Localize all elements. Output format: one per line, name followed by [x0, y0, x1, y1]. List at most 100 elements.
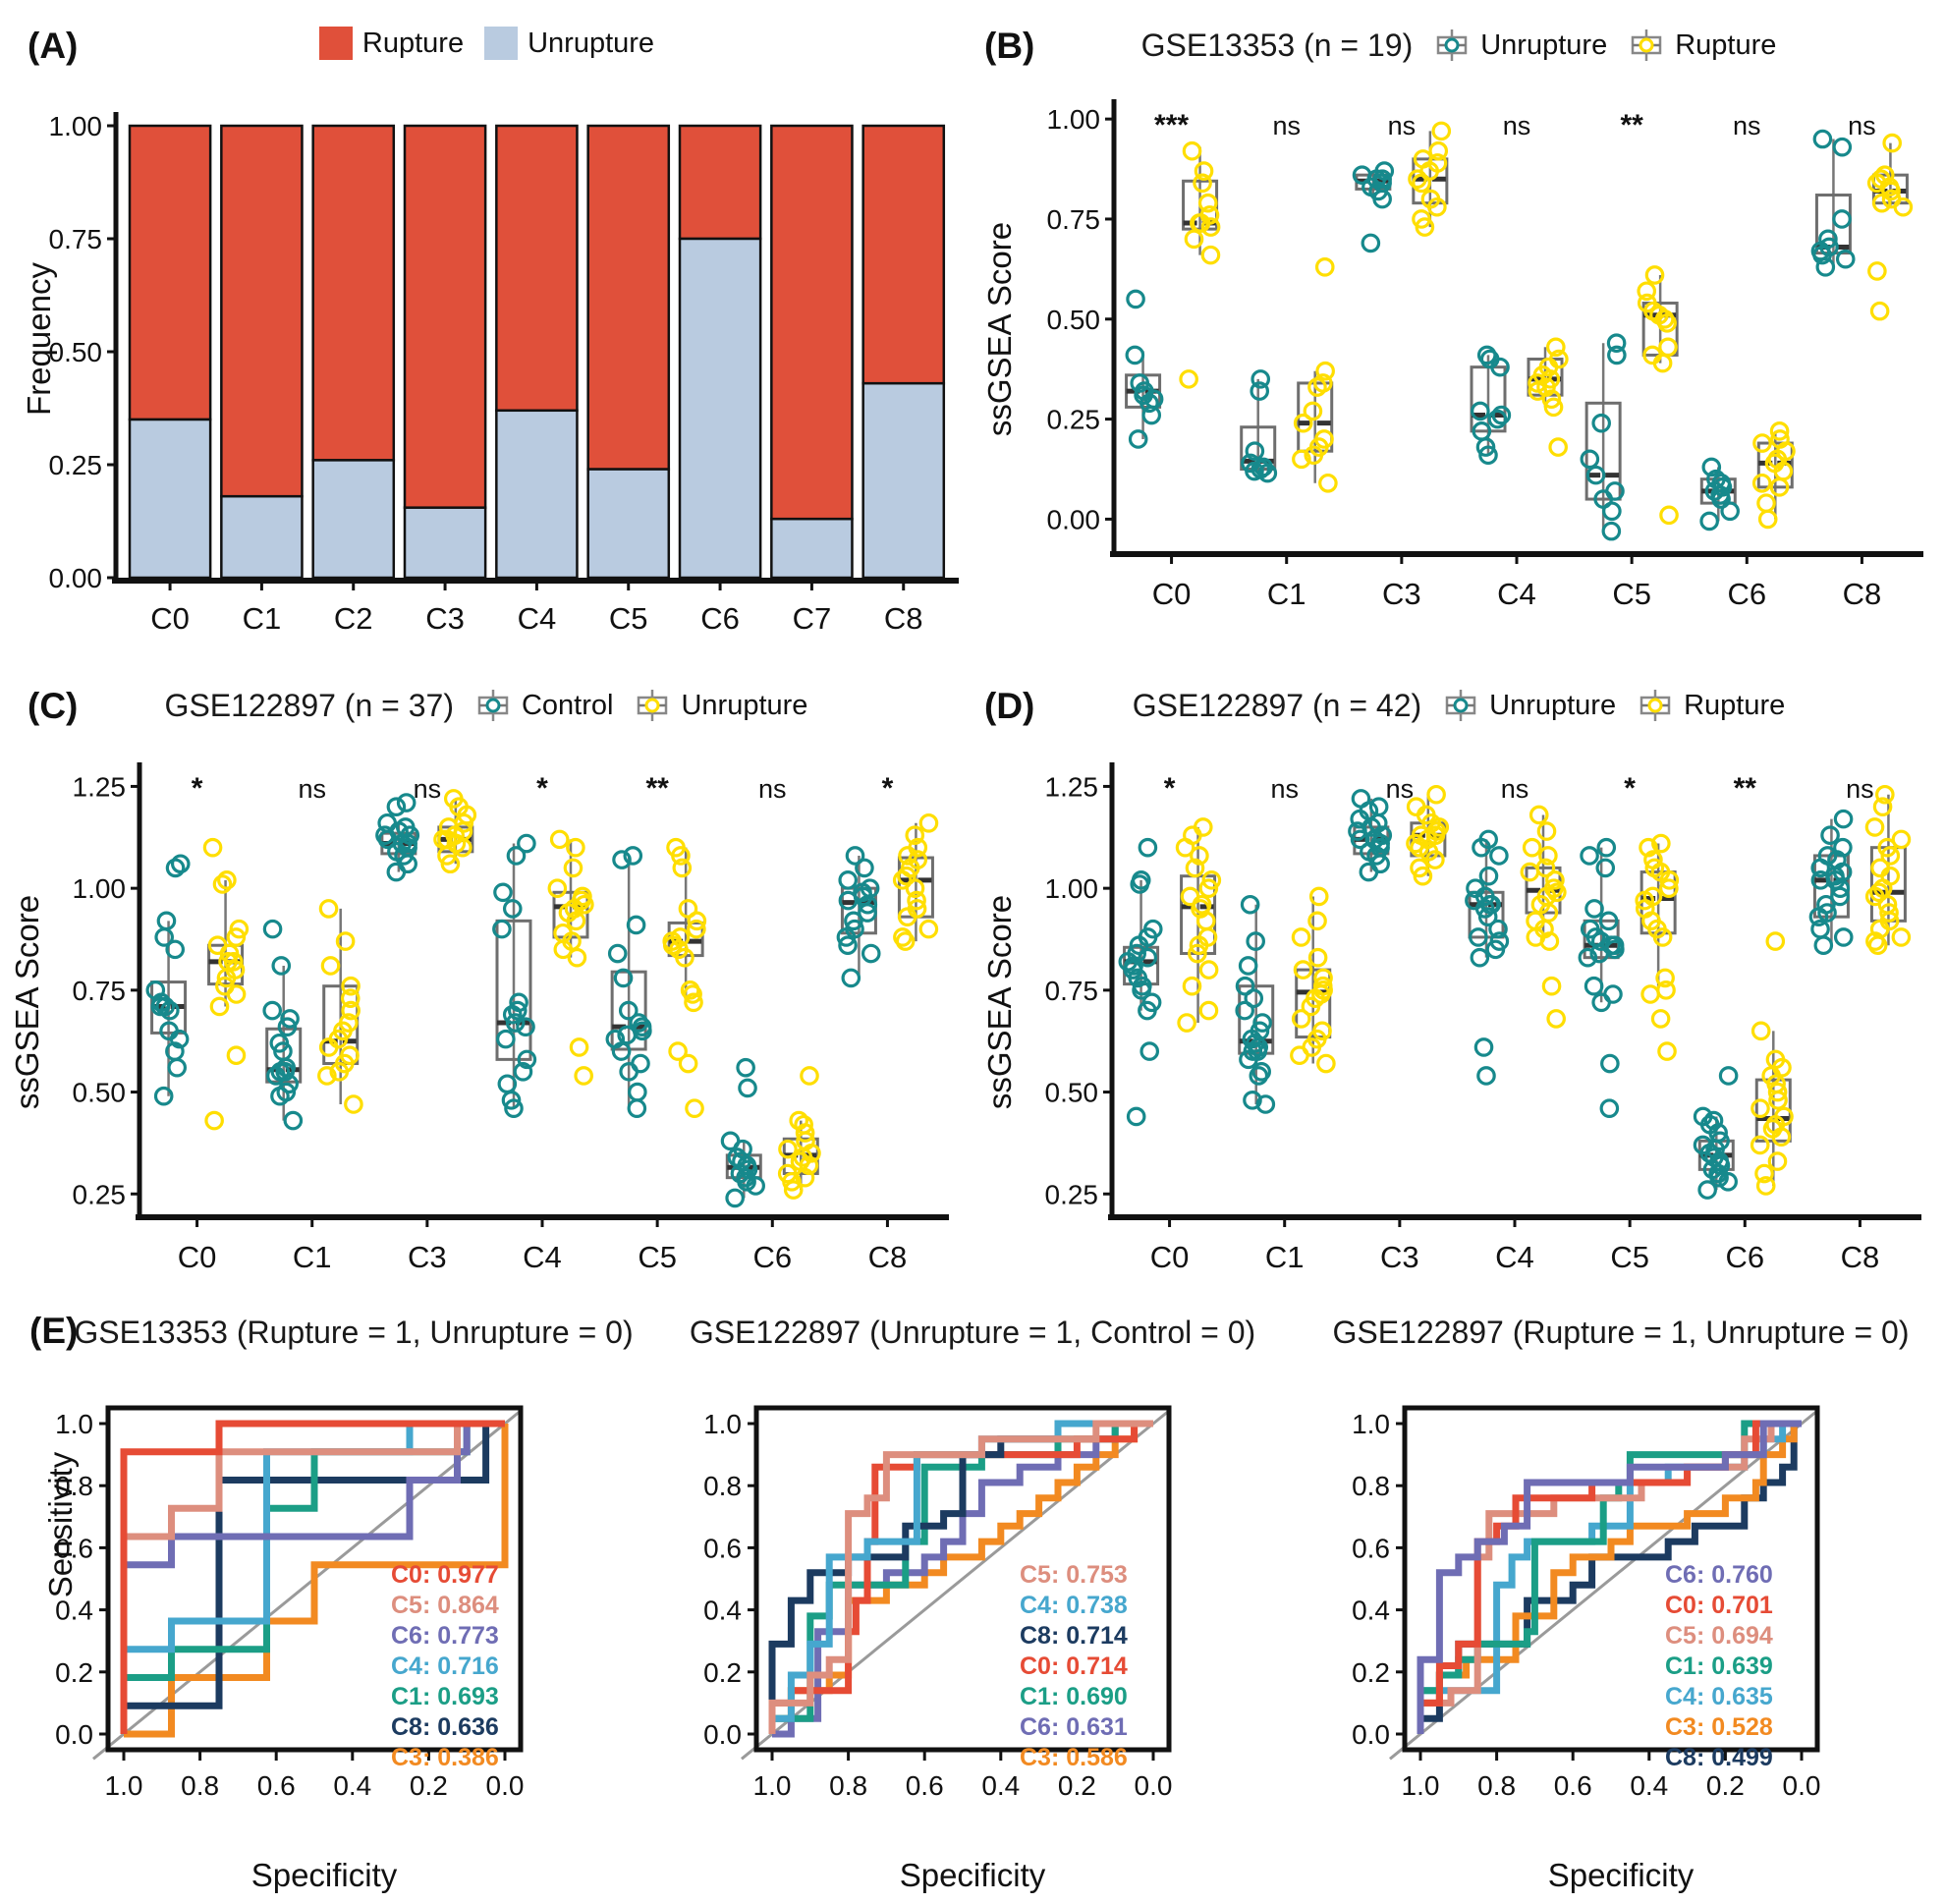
- data-point: [1410, 858, 1429, 878]
- auc-entry-C1: C1: 0.693: [391, 1683, 499, 1710]
- data-point: [668, 1041, 688, 1061]
- panel-e-letter: (E): [29, 1311, 79, 1351]
- data-point: [386, 862, 407, 882]
- data-point: [204, 1110, 224, 1131]
- data-point: [1640, 984, 1660, 1004]
- significance-label: *: [882, 772, 894, 805]
- data-point: [1477, 907, 1498, 926]
- data-point: [1240, 894, 1260, 915]
- boxplot-glyph-icon: [1639, 690, 1671, 721]
- data-point: [860, 878, 880, 898]
- panel-d-title: GSE122897 (n = 42): [1132, 687, 1422, 723]
- data-point: [1182, 140, 1202, 161]
- tick-label: 0.8: [829, 1770, 867, 1801]
- data-point: [1314, 429, 1334, 449]
- data-point: [1193, 817, 1213, 837]
- data-point: [1644, 858, 1665, 878]
- tick-label: 0.6: [257, 1770, 296, 1801]
- panel-c-legend-2: Unrupture: [633, 686, 807, 725]
- data-point: [845, 846, 865, 866]
- panel-b-letter: (B): [984, 26, 1035, 66]
- data-point: [1200, 217, 1221, 237]
- data-point: [1810, 919, 1830, 939]
- data-point: [1882, 133, 1903, 153]
- tick-label: 0.50: [49, 337, 103, 367]
- tick-label: 0.8: [1477, 1770, 1516, 1801]
- auc-entry-C5: C5: 0.694: [1665, 1622, 1773, 1650]
- significance-label: ns: [1270, 774, 1299, 804]
- data-point: [153, 1086, 174, 1106]
- data-point: [1650, 1009, 1671, 1029]
- tick-label: 0.4: [333, 1770, 371, 1801]
- x-category-label: C5: [1612, 577, 1651, 611]
- panel-c-legend-1: Control: [473, 686, 613, 725]
- data-point: [1607, 345, 1627, 365]
- roc-curve-C4: [120, 1420, 505, 1734]
- data-point: [783, 1180, 804, 1200]
- data-point: [1126, 289, 1145, 309]
- boxplot-glyph-icon: [1436, 29, 1468, 61]
- auc-entry-C3: C3: 0.586: [1020, 1744, 1128, 1771]
- data-point: [1585, 465, 1606, 485]
- data-point: [1142, 919, 1163, 939]
- tick-label: 1.0: [1402, 1770, 1440, 1801]
- data-point: [513, 1062, 533, 1082]
- data-point: [918, 919, 939, 939]
- data-point: [1644, 265, 1665, 285]
- data-point: [613, 968, 634, 988]
- plot-frame: [753, 1405, 1172, 1753]
- panel-d-legend-1: Unrupture: [1441, 686, 1616, 725]
- data-point: [1316, 1053, 1336, 1074]
- significance-label: ns: [1733, 111, 1761, 140]
- tick-label: 0.0: [1783, 1770, 1821, 1801]
- panel-b-title: GSE13353 (n = 19): [1140, 27, 1414, 63]
- data-point: [1252, 1013, 1272, 1033]
- tick-label: 0.2: [55, 1657, 93, 1688]
- significance-label: *: [536, 772, 548, 805]
- data-point: [1476, 1066, 1496, 1086]
- tick-label: 0.00: [49, 563, 103, 593]
- tick-label: 0.8: [181, 1770, 219, 1801]
- data-point: [547, 878, 568, 898]
- data-point: [1243, 1091, 1262, 1110]
- panel-d-legend-label-1: Unrupture: [1489, 689, 1617, 721]
- data-point: [1598, 911, 1619, 931]
- data-point: [1601, 935, 1622, 956]
- data-point: [318, 899, 339, 919]
- data-point: [1188, 943, 1207, 964]
- data-point: [1833, 809, 1854, 829]
- data-point: [632, 1017, 652, 1036]
- data-point: [1201, 870, 1222, 890]
- data-point: [217, 870, 237, 890]
- legend-label-unrupture: Unrupture: [528, 27, 655, 59]
- panel-b-ylabel: ssGSEA Score: [981, 221, 1018, 437]
- data-point: [154, 927, 174, 947]
- data-point: [1591, 413, 1611, 433]
- x-category-label: C0: [178, 1240, 217, 1274]
- data-point: [1307, 911, 1327, 931]
- x-category-label: C2: [334, 601, 373, 636]
- roc-curve-C3: [768, 1420, 1153, 1734]
- data-point: [1193, 173, 1212, 194]
- data-point: [563, 858, 584, 878]
- data-point: [1699, 511, 1719, 532]
- data-point: [492, 919, 512, 939]
- data-point: [778, 1139, 798, 1159]
- data-point: [1472, 421, 1492, 441]
- boxplot-glyph-icon: [1631, 29, 1662, 61]
- data-point: [1875, 784, 1895, 805]
- data-point: [1637, 293, 1657, 313]
- data-point: [1198, 878, 1219, 898]
- auc-entry-C4: C4: 0.738: [1020, 1592, 1128, 1619]
- data-point: [493, 882, 513, 903]
- data-point: [627, 1098, 647, 1118]
- data-point: [1750, 1135, 1770, 1155]
- tick-label: 0.4: [703, 1596, 742, 1626]
- data-point: [1488, 919, 1508, 939]
- data-point: [212, 874, 233, 894]
- tick-label: 0.0: [486, 1770, 525, 1801]
- data-point: [908, 850, 928, 869]
- data-point: [684, 992, 703, 1013]
- data-point: [1891, 829, 1912, 850]
- bar-rupture-C1: [220, 124, 304, 498]
